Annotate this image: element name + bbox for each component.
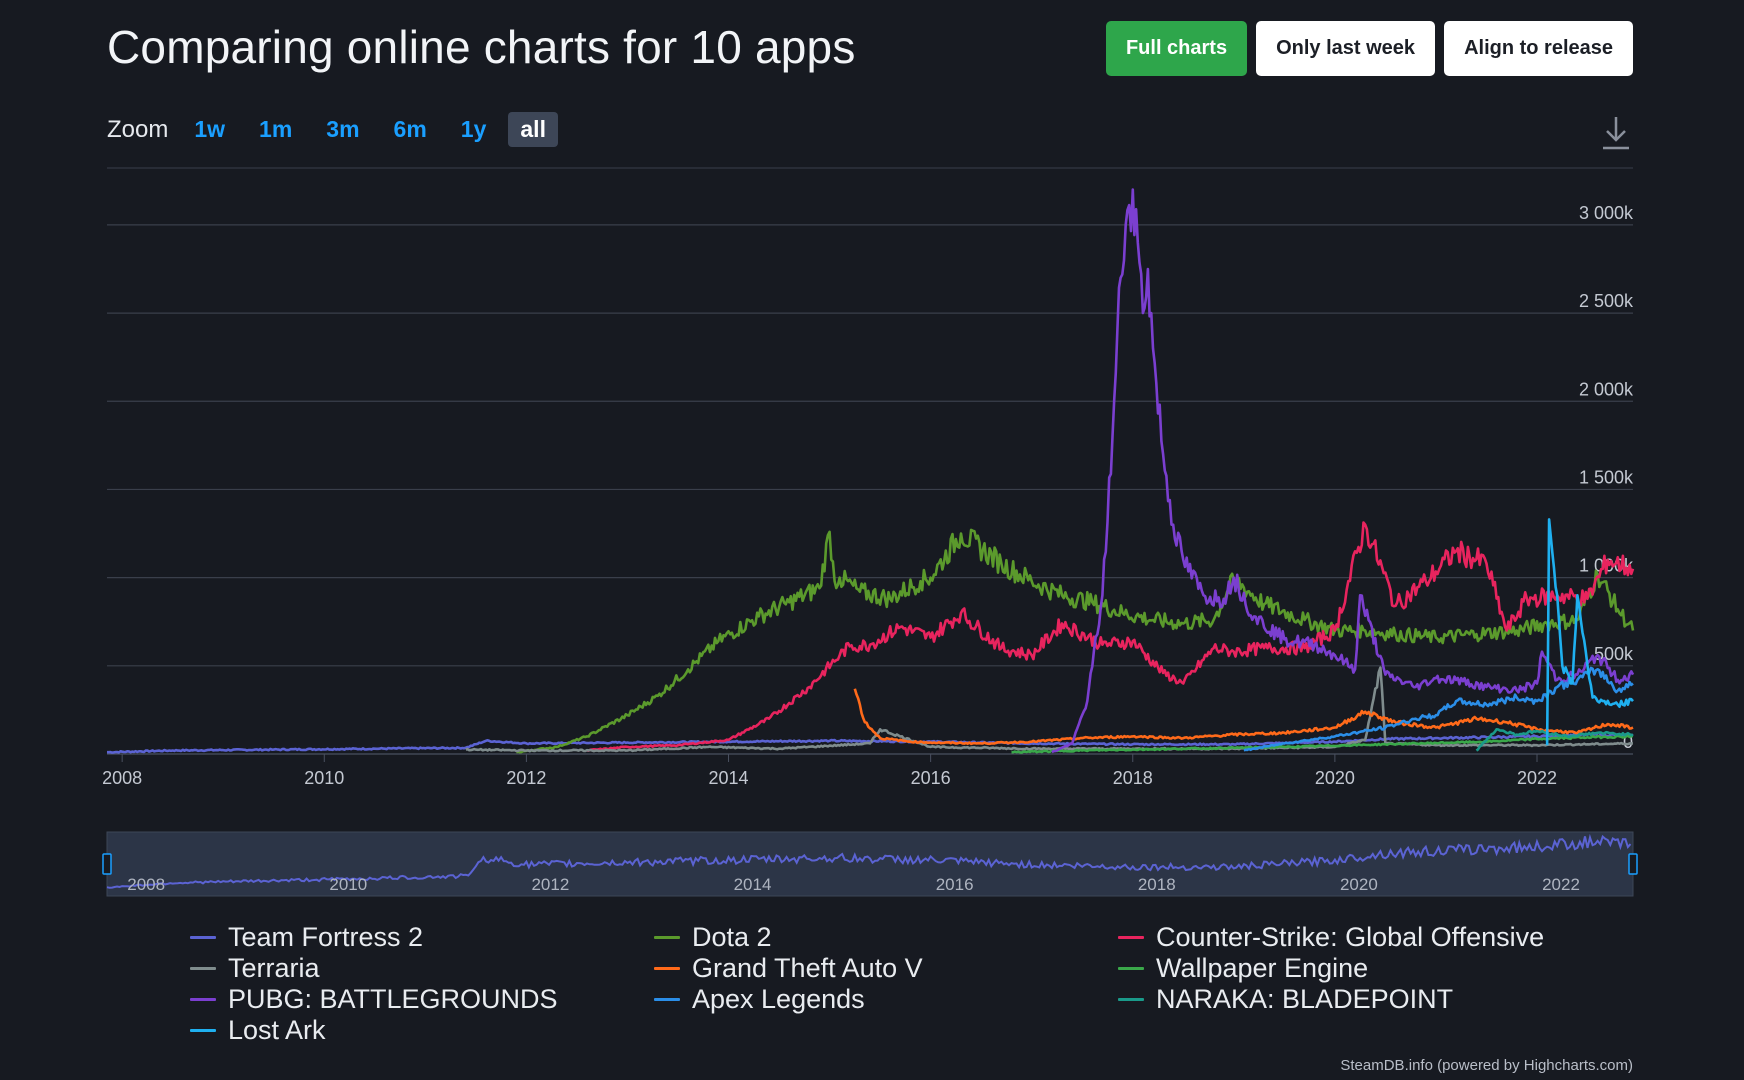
series-line-terraria: [465, 666, 1633, 753]
legend-swatch: [190, 935, 216, 939]
zoom-6m-button[interactable]: 6m: [382, 112, 439, 147]
navigator-panel: [106, 831, 1634, 897]
x-tick-label: 2018: [1113, 768, 1153, 788]
legend-label: Apex Legends: [692, 983, 865, 1014]
legend-label: Grand Theft Auto V: [692, 952, 923, 983]
legend-item[interactable]: Grand Theft Auto V: [654, 952, 1118, 983]
legend-swatch: [190, 966, 216, 970]
align-to-release-button[interactable]: Align to release: [1444, 21, 1633, 76]
navigator-tick-label: 2020: [1340, 875, 1378, 894]
legend-swatch: [654, 935, 680, 939]
series-line-pubg-battlegrounds: [1051, 188, 1635, 754]
only-last-week-button[interactable]: Only last week: [1256, 21, 1436, 76]
zoom-1w-button[interactable]: 1w: [182, 112, 237, 147]
zoom-selector: Zoom 1w 1m 3m 6m 1y all: [107, 112, 568, 147]
navigator-tick-label: 2016: [936, 875, 974, 894]
series-line-lost-ark: [1545, 518, 1634, 746]
legend-label: Team Fortress 2: [228, 921, 424, 952]
chart-legend: Team Fortress 2 Dota 2 Counter-Strike: Glo…: [190, 921, 1610, 1045]
navigator-tick-label: 2018: [1138, 875, 1176, 894]
series-line-grand-theft-auto-v: [853, 688, 1634, 746]
y-tick-label: 1 500k: [1579, 467, 1634, 487]
legend-label: Dota 2: [692, 921, 772, 952]
legend-swatch: [654, 966, 680, 970]
legend-swatch: [190, 997, 216, 1001]
chart-credit: SteamDB.info (powered by Highcharts.com): [1340, 1057, 1633, 1074]
legend-item[interactable]: Apex Legends: [654, 983, 1118, 1014]
navigator-tick-label: 2012: [531, 875, 569, 894]
navigator-left-handle[interactable]: [102, 853, 112, 875]
legend-swatch: [1118, 997, 1144, 1001]
legend-label: Terraria: [228, 952, 320, 983]
zoom-all-button[interactable]: all: [508, 112, 558, 147]
legend-item[interactable]: Team Fortress 2: [190, 921, 654, 952]
legend-item[interactable]: NARAKA: BLADEPOINT: [1118, 983, 1598, 1014]
zoom-1m-button[interactable]: 1m: [247, 112, 304, 147]
legend-label: NARAKA: BLADEPOINT: [1156, 983, 1454, 1014]
y-tick-label: 3 000k: [1579, 203, 1634, 223]
download-icon[interactable]: [1599, 114, 1633, 152]
legend-swatch: [190, 1028, 216, 1032]
zoom-label: Zoom: [107, 115, 169, 143]
full-charts-button[interactable]: Full charts: [1105, 21, 1248, 76]
y-tick-label: 2 000k: [1579, 379, 1634, 399]
navigator-tick-label: 2008: [127, 875, 165, 894]
x-tick-label: 2020: [1315, 768, 1355, 788]
zoom-1y-button[interactable]: 1y: [449, 112, 499, 147]
legend-item[interactable]: Dota 2: [654, 921, 1118, 952]
x-tick-label: 2016: [911, 768, 951, 788]
legend-swatch: [654, 997, 680, 1001]
view-mode-buttons: Full charts Only last week Align to rele…: [1105, 21, 1633, 76]
legend-item[interactable]: Terraria: [190, 952, 654, 983]
legend-label: Counter-Strike: Global Offensive: [1156, 921, 1545, 952]
legend-item[interactable]: Counter-Strike: Global Offensive: [1118, 921, 1598, 952]
legend-item[interactable]: PUBG: BATTLEGROUNDS: [190, 983, 654, 1014]
series-line-naraka-bladepoint: [1475, 727, 1634, 752]
y-tick-label: 2 500k: [1579, 291, 1634, 311]
legend-label: Lost Ark: [228, 1014, 326, 1045]
x-tick-label: 2014: [708, 768, 748, 788]
x-tick-label: 2010: [304, 768, 344, 788]
navigator-right-handle[interactable]: [1628, 853, 1638, 875]
navigator-series-line: [106, 833, 1632, 889]
x-tick-label: 2008: [102, 768, 142, 788]
legend-label: Wallpaper Engine: [1156, 952, 1369, 983]
navigator-tick-label: 2014: [734, 875, 772, 894]
legend-swatch: [1118, 935, 1144, 939]
navigator-tick-label: 2010: [329, 875, 367, 894]
series-line-wallpaper-engine: [1011, 734, 1634, 754]
x-tick-label: 2012: [506, 768, 546, 788]
legend-swatch: [1118, 966, 1144, 970]
legend-item[interactable]: Lost Ark: [190, 1014, 654, 1045]
page-title: Comparing online charts for 10 apps: [107, 21, 856, 73]
legend-item[interactable]: Wallpaper Engine: [1118, 952, 1598, 983]
legend-label: PUBG: BATTLEGROUNDS: [228, 983, 558, 1014]
navigator-tick-label: 2022: [1542, 875, 1580, 894]
zoom-3m-button[interactable]: 3m: [314, 112, 371, 147]
series-line-counter-strike-global-offensive: [586, 521, 1635, 752]
x-tick-label: 2022: [1517, 768, 1557, 788]
y-tick-label: 0: [1623, 732, 1633, 752]
series-line-apex-legends: [1243, 666, 1634, 752]
series-line-dota-2: [515, 528, 1635, 754]
